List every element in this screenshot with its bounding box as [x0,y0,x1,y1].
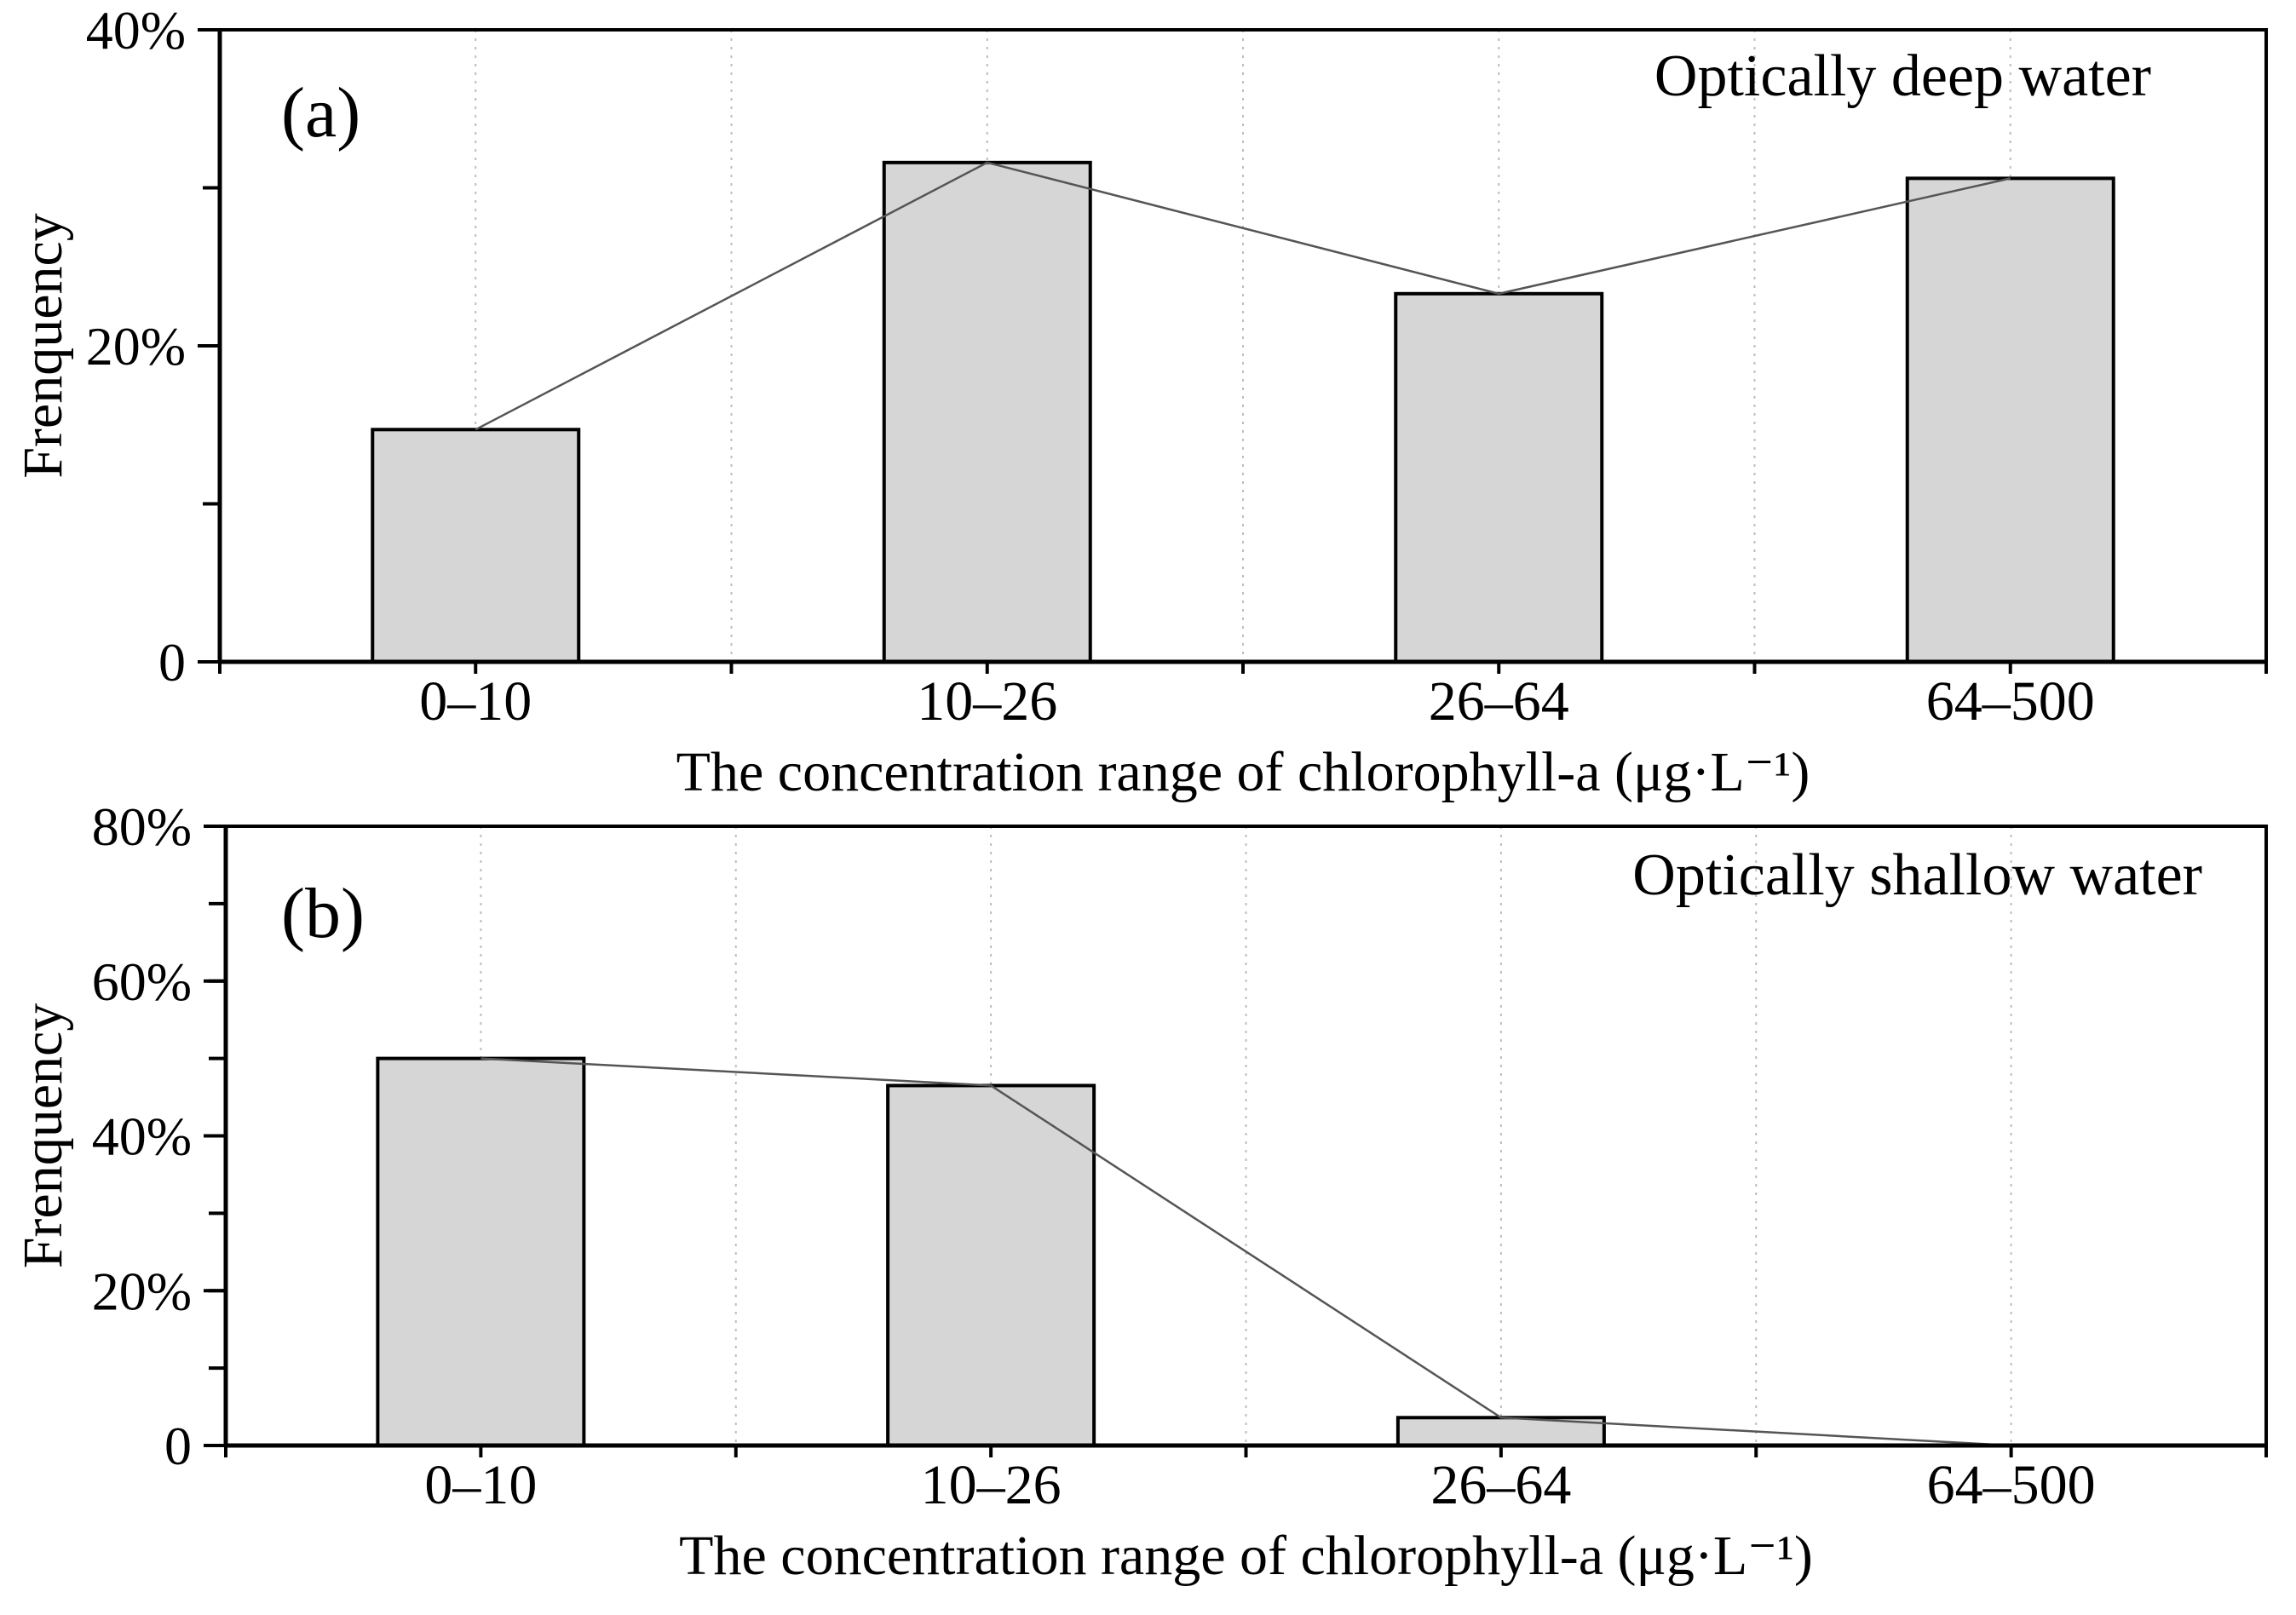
y-tick-label: 80% [92,796,192,857]
y-tick-label: 20% [86,316,186,376]
panel-label: (a) [281,73,360,152]
x-tick-label: 10–26 [921,1454,1062,1516]
y-tick-label: 40% [92,1106,192,1167]
y-axis-title: Frenquency [12,213,74,479]
panel-label: (b) [281,874,365,953]
y-tick-label: 60% [92,951,192,1012]
x-tick-label: 10–26 [917,670,1057,733]
y-tick-label: 40% [86,0,186,60]
y-tick-label: 0 [164,1416,192,1476]
panel-a: 0 20% 40% 0–10 10–26 26–64 64–500 The concentra… [12,0,2268,803]
bar-0–10 [371,428,581,664]
y-tick-label: 0 [158,632,186,693]
bar-10–26 [882,160,1092,664]
bar-64–500 [1905,176,2115,664]
bar-26–64 [1394,291,1604,664]
panel-annotation: Optically shallow water [1632,842,2202,908]
x-tick-label: 64–500 [1926,670,2095,733]
y-axis-title: Frenquency [12,1003,74,1269]
trend-line [475,161,2011,431]
x-tick-label: 26–64 [1429,670,1569,733]
x-tick-label: 0–10 [424,1454,537,1516]
panel-annotation: Optically deep water [1654,43,2151,109]
bar-0–10 [376,1056,586,1447]
bar-10–26 [886,1083,1096,1448]
y-tick-label: 20% [92,1261,192,1321]
x-tick-label: 64–500 [1927,1454,2096,1516]
panel-b: 0 20% 40% 60% 80% 0–10 10–26 26–64 64–500 The con… [12,796,2268,1587]
x-tick-label: 26–64 [1430,1454,1571,1516]
x-axis-title: The concentration range of chlorophyll-a… [676,741,1810,803]
trend-line [480,1057,2011,1447]
x-axis-title: The concentration range of chlorophyll-a… [679,1525,1813,1587]
x-tick-label: 0–10 [419,670,532,733]
